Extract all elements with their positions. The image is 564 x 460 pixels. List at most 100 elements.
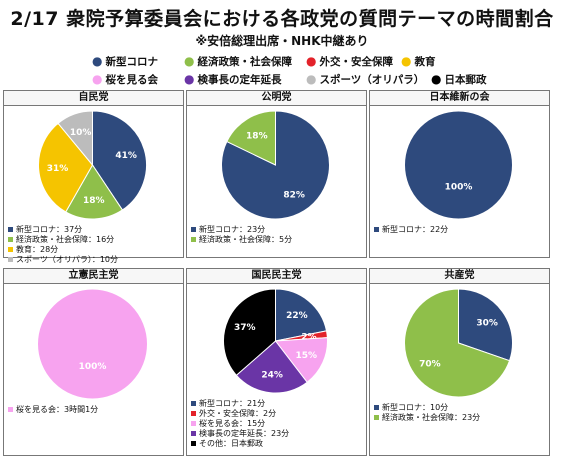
legend-label: 教育 [414, 55, 436, 68]
legend-item: ● 経済政策・社会保障 [184, 54, 306, 69]
breakdown-marker [8, 237, 13, 242]
breakdown-text: 経済政策・社会保障：16分 [16, 235, 115, 244]
breakdown-marker [191, 411, 196, 416]
pie-slice [57, 110, 93, 167]
breakdown-marker [8, 247, 13, 252]
legend-label: 検事長の定年延長 [197, 73, 282, 86]
breakdown-item: 教育：28分 [8, 245, 58, 255]
legend-label: スポーツ（オリパラ） [319, 73, 425, 86]
breakdown-text: 新型コロナ：37分 [16, 225, 83, 234]
pie-title: 自民党 [4, 91, 183, 106]
pie-data-label: 2% [301, 333, 316, 343]
legend-marker: ● [431, 72, 442, 86]
pie-title: 公明党 [187, 91, 366, 106]
legend-item: ● 外交・安全保障 [306, 54, 401, 69]
pie-panel: 共産党 30% 70% 新型コロナ：10分 経済政策・社会保障：23分 [369, 268, 550, 456]
breakdown-marker [191, 421, 196, 426]
breakdown-marker [191, 227, 196, 232]
pie-panel: 自民党 41% 18% 31% 10% 新型コロナ：37分 経済政策・社会保障：16分 教育：… [3, 90, 184, 264]
pie-data-label: 70% [419, 359, 441, 369]
breakdown-marker [8, 227, 13, 232]
breakdown-marker [374, 405, 379, 410]
legend-label: 桜を見る会 [105, 73, 158, 86]
legend-item: ● 教育 [401, 54, 461, 69]
legend-marker: ● [184, 72, 195, 86]
pie-data-label: 41% [115, 151, 137, 161]
breakdown-item: その他：日本郵政 [191, 439, 263, 449]
breakdown-marker [374, 227, 379, 232]
breakdown-marker [191, 441, 196, 446]
breakdown-item: 検事長の定年延長：23分 [191, 429, 289, 439]
legend-item: ● スポーツ（オリパラ） [306, 72, 431, 87]
pie-slice [404, 110, 513, 220]
pie-data-label: 31% [47, 164, 69, 174]
pie-slice [37, 288, 148, 400]
pie-chart: 82% 18% [221, 110, 330, 220]
pie-panel: 立憲民主党 100% 桜を見る会：3時間1分 [3, 268, 184, 456]
chart-legend: ● 新型コロナ ● 経済政策・社会保障 ● 外交・安全保障 ● 教育 ● 桜を見る会 ● 検事長の定年… [92, 52, 552, 88]
breakdown-marker [8, 407, 13, 412]
pie-data-label: 100% [445, 182, 473, 192]
pie-title: 立憲民主党 [4, 269, 183, 284]
pie-panel: 公明党 82% 18% 新型コロナ：23分 経済政策・社会保障：5分 [186, 90, 367, 258]
breakdown-text: 新型コロナ：21分 [199, 399, 266, 408]
pie-slice [404, 288, 511, 398]
pie-data-label: 18% [83, 196, 105, 206]
pie-data-label: 82% [283, 191, 305, 201]
pie-title: 日本維新の会 [370, 91, 549, 106]
legend-label: 外交・安全保障 [319, 55, 393, 68]
breakdown-text: 教育：28分 [16, 245, 59, 254]
legend-row: ● 桜を見る会 ● 検事長の定年延長 ● スポーツ（オリパラ） ● 日本郵政 [92, 70, 552, 88]
breakdown-item: 外交・安全保障：2分 [191, 409, 276, 419]
legend-marker: ● [92, 54, 103, 68]
pie-slice [65, 164, 124, 220]
pie-chart: 22% 2% 15% 24% 37% [223, 288, 328, 394]
breakdown-text: 桜を見る会：15分 [199, 419, 266, 428]
pie-data-label: 18% [246, 131, 268, 141]
breakdown-item: 新型コロナ：22分 [374, 225, 448, 235]
pie-slice [274, 337, 328, 383]
pie-chart: 100% [37, 288, 148, 400]
pie-chart: 41% 18% 31% 10% [38, 110, 147, 220]
legend-row: ● 新型コロナ ● 経済政策・社会保障 ● 外交・安全保障 ● 教育 [92, 52, 552, 70]
breakdown-text: 新型コロナ：10分 [382, 403, 449, 412]
legend-label: 経済政策・社会保障 [197, 55, 292, 68]
breakdown-item: スポーツ（オリパラ）：10分 [8, 255, 118, 265]
breakdown-text: 検事長の定年延長：23分 [199, 429, 290, 438]
legend-label: 日本郵政 [444, 73, 487, 86]
pie-slice [226, 110, 276, 166]
legend-item: ● 新型コロナ [92, 54, 184, 69]
breakdown-item: 経済政策・社会保障：23分 [374, 413, 480, 423]
pie-chart: 30% 70% [404, 288, 513, 398]
breakdown-item: 新型コロナ：23分 [191, 225, 265, 235]
pie-panel: 日本維新の会 100% 新型コロナ：22分 [369, 90, 550, 258]
pie-slice [275, 288, 328, 342]
breakdown-marker [191, 401, 196, 406]
breakdown-marker [8, 257, 13, 262]
breakdown-item: 桜を見る会：3時間1分 [8, 405, 98, 415]
breakdown-text: 新型コロナ：22分 [382, 225, 449, 234]
pie-title: 共産党 [370, 269, 549, 284]
legend-marker: ● [306, 72, 317, 86]
breakdown-item: 新型コロナ：37分 [8, 225, 82, 235]
pie-data-label: 30% [476, 319, 498, 329]
legend-marker: ● [306, 54, 317, 68]
pie-chart: 100% [404, 110, 513, 220]
breakdown-marker [191, 431, 196, 436]
pie-slice [235, 340, 308, 394]
legend-marker: ● [184, 54, 195, 68]
breakdown-marker [191, 237, 196, 242]
breakdown-item: 新型コロナ：10分 [374, 403, 448, 413]
breakdown-text: 外交・安全保障：2分 [199, 409, 277, 418]
legend-marker: ● [92, 72, 103, 86]
pie-panel: 国民民主党 22% 2% 15% 24% 37% 新型コロナ：21分 外交・安全保障：2分 桜を… [186, 268, 367, 456]
pie-data-label: 10% [70, 128, 92, 138]
legend-item: ● 日本郵政 [431, 72, 501, 87]
legend-item: ● 桜を見る会 [92, 72, 184, 87]
pie-data-label: 15% [296, 351, 318, 361]
page-title: 2/17 衆院予算委員会における各政党の質問テーマの時間割合 [10, 8, 554, 30]
pie-data-label: 100% [79, 362, 107, 372]
pie-title: 国民民主党 [187, 269, 366, 284]
pie-slice [223, 288, 276, 376]
